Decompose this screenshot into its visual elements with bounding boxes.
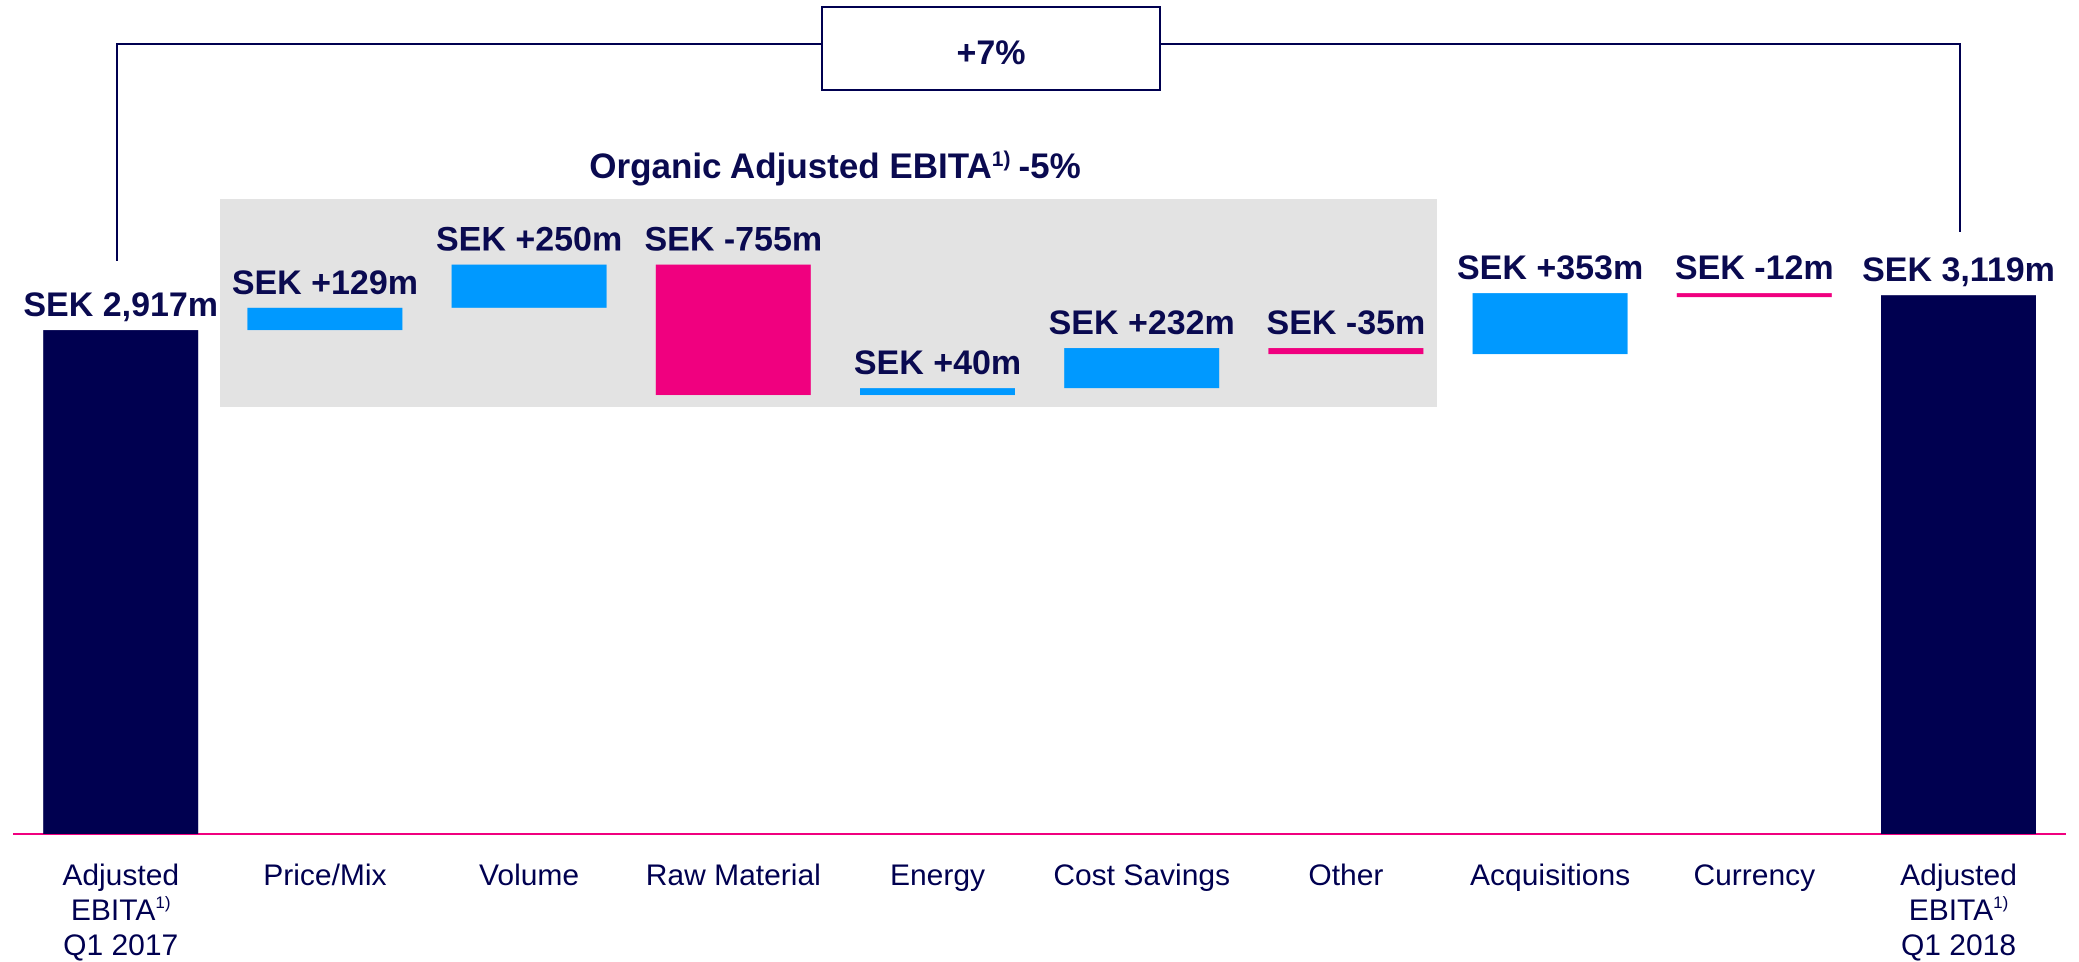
organic-note: 1) <box>992 148 1011 171</box>
value-label: SEK +232m <box>1049 304 1235 342</box>
x-tick-label: Currency <box>1693 859 1815 892</box>
x-tick-label: Other <box>1308 859 1383 892</box>
bar <box>1064 348 1220 389</box>
value-label: SEK 2,917m <box>23 286 218 324</box>
x-tick-label: Price/Mix <box>263 859 386 892</box>
x-tick-label-line: Q1 2017 <box>63 929 178 962</box>
total-change: +7% <box>957 34 1026 72</box>
bar <box>1268 348 1424 355</box>
x-tick-label-line: Energy <box>890 859 985 892</box>
value-label: SEK 3,119m <box>1862 251 2055 289</box>
value-label: SEK +250m <box>436 221 622 259</box>
bar <box>451 264 607 308</box>
x-tick-label-line: Cost Savings <box>1053 859 1230 892</box>
bracket-left <box>116 43 822 261</box>
value-label: SEK -35m <box>1267 304 1426 342</box>
x-tick-label: EBITA1) <box>71 893 171 927</box>
x-tick-label: Volume <box>479 859 579 892</box>
change-box <box>821 6 1161 91</box>
organic-title: Organic Adjusted EBITA1) -5% <box>589 147 1080 186</box>
x-tick-label-line: Price/Mix <box>263 859 386 892</box>
x-tick-label-line: Other <box>1308 859 1383 892</box>
value-label: SEK +129m <box>232 264 418 302</box>
x-tick-label-line: Raw Material <box>646 859 821 892</box>
x-tick-note: 1) <box>155 893 170 912</box>
x-tick-label-line: Adjusted <box>62 859 179 892</box>
bar <box>1881 295 2036 834</box>
x-tick-label: Energy <box>890 859 985 892</box>
value-label: SEK +40m <box>854 344 1021 382</box>
x-tick-label: EBITA1) <box>1909 893 2009 927</box>
bar <box>1472 293 1628 355</box>
x-tick-label-line: Currency <box>1693 859 1815 892</box>
x-tick-note: 1) <box>1993 893 2008 912</box>
x-tick-label: Q1 2018 <box>1901 929 2016 962</box>
x-tick-label: Acquisitions <box>1470 859 1630 892</box>
bar <box>43 330 199 834</box>
value-label: SEK -755m <box>644 221 822 259</box>
organic-label: Organic Adjusted EBITA <box>589 147 992 186</box>
x-tick-label: Adjusted <box>1900 859 2017 892</box>
x-tick-label-line: Adjusted <box>1900 859 2017 892</box>
x-tick-label-line: Acquisitions <box>1470 859 1630 892</box>
value-label: SEK -12m <box>1675 249 1834 287</box>
value-label: SEK +353m <box>1457 249 1643 287</box>
bar <box>860 388 1015 396</box>
x-tick-label-line: Q1 2018 <box>1901 929 2016 962</box>
x-tick-label: Raw Material <box>646 859 821 892</box>
x-tick-label-line: EBITA <box>1909 894 1993 927</box>
x-tick-label: Q1 2017 <box>63 929 178 962</box>
x-tick-label: Cost Savings <box>1053 859 1230 892</box>
bar <box>655 264 811 396</box>
bracket-right <box>1160 43 1961 232</box>
organic-box <box>220 199 1437 407</box>
x-tick-label-line: EBITA <box>71 894 155 927</box>
x-tick-label: Adjusted <box>62 859 179 892</box>
x-tick-label-line: Volume <box>479 859 579 892</box>
bar <box>247 307 403 331</box>
organic-change: -5% <box>1018 147 1080 186</box>
bar <box>1676 293 1832 298</box>
